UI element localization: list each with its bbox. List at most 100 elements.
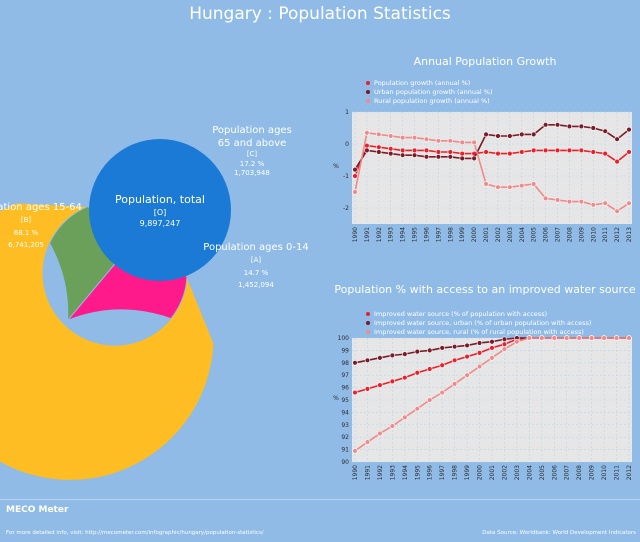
water-x-tick: 2005 <box>539 465 546 480</box>
growth-series-0-point <box>566 147 573 154</box>
growth-series-0-point <box>447 149 454 155</box>
growth-series-0-point <box>495 150 501 157</box>
growth-x-tick: 1994 <box>400 227 407 242</box>
growth-x-tick: 1998 <box>447 227 454 242</box>
water-series-2-point <box>576 335 582 341</box>
growth-series-0-point <box>388 146 394 152</box>
water-y-label: % <box>333 395 339 402</box>
water-y-tick: 94 <box>341 409 349 416</box>
growth-x-tick: 2002 <box>495 227 502 242</box>
growth-x-tick: 1997 <box>435 227 442 242</box>
water-x-tick: 1996 <box>427 465 434 480</box>
water-legend-label-0: Improved water source (% of population w… <box>374 310 547 318</box>
growth-x-tick: 1990 <box>352 227 359 242</box>
water-series-0-point <box>377 382 383 388</box>
growth-plot-area <box>352 112 632 224</box>
water-x-tick: 2006 <box>551 465 558 480</box>
growth-series-2-point <box>471 139 477 146</box>
water-series-1-point <box>414 348 420 355</box>
growth-series-1-point <box>364 147 370 154</box>
growth-x-tick: 2011 <box>602 227 609 242</box>
water-y-tick: 99 <box>341 347 349 354</box>
water-series-2-point <box>564 335 570 341</box>
growth-y-label: % <box>333 163 339 170</box>
growth-x-tick: 1992 <box>376 227 383 242</box>
growth-series-1-point <box>590 125 596 131</box>
population-donut-chart: Population, total [O] 9,897,247 Population … <box>0 125 309 481</box>
growth-series-2-point <box>590 202 596 208</box>
water-x-tick: 2000 <box>477 465 484 480</box>
water-x-tick: 2008 <box>576 465 583 480</box>
water-x-tick: 1999 <box>464 465 471 480</box>
water-series-2-point <box>489 355 495 361</box>
growth-series-2-point <box>495 184 501 190</box>
footer-divider <box>0 499 640 500</box>
growth-y-tick: 0 <box>345 141 349 148</box>
water-x-tick: 1994 <box>402 465 409 480</box>
water-series-0-point <box>476 350 483 356</box>
growth-series-2-point <box>554 197 561 203</box>
growth-series-2-point <box>435 138 442 144</box>
water-series-1-point <box>489 339 495 345</box>
growth-series-1-point <box>376 149 382 155</box>
water-series-1-point <box>451 343 458 350</box>
water-series-2-point <box>389 423 396 429</box>
water-x-tick: 2012 <box>626 465 633 480</box>
growth-series-2-point <box>519 182 525 189</box>
slice-65-label-line1: Population ages <box>212 125 292 136</box>
growth-series-2-point <box>578 198 585 205</box>
water-x-tick: 2004 <box>526 465 533 480</box>
water-series-2-point <box>551 335 557 341</box>
water-series-1-point <box>427 347 433 354</box>
slice-0-14-code: [A] <box>251 256 262 264</box>
growth-series-0-point <box>626 149 632 155</box>
water-legend-marker-1 <box>366 321 370 325</box>
water-series-1-point <box>476 340 483 346</box>
growth-series-2-point <box>388 133 394 139</box>
water-series-2-point <box>526 335 533 341</box>
growth-x-tick: 1991 <box>364 227 371 242</box>
water-series-2-point <box>352 448 358 454</box>
growth-series-2-point <box>447 138 454 144</box>
water-series-2-point <box>601 335 607 341</box>
donut-center-disc <box>89 139 231 281</box>
water-title: Population % with access to an improved … <box>334 283 636 296</box>
growth-x-tick: 1995 <box>412 227 419 242</box>
growth-series-2-point <box>507 184 513 190</box>
growth-series-2-point <box>352 189 358 195</box>
growth-title: Annual Population Growth <box>414 55 557 68</box>
growth-series-0-point <box>542 147 549 154</box>
water-series-0-point <box>364 386 371 392</box>
growth-series-0-point <box>554 147 561 154</box>
growth-series-0-point <box>519 149 525 155</box>
slice-15-64-code: [B] <box>21 216 32 224</box>
growth-series-1-point <box>542 122 549 128</box>
slice-65-label-line2: 65 and above <box>218 138 287 149</box>
water-series-1-point <box>377 355 383 361</box>
water-x-tick: 1997 <box>439 465 446 480</box>
growth-series-1-point <box>554 122 561 128</box>
growth-x-tick: 2003 <box>507 227 514 242</box>
water-legend-label-1: Improved water source, urban (% of urban… <box>374 319 591 327</box>
growth-series-2-point <box>602 200 608 206</box>
water-y-tick: 96 <box>341 385 349 392</box>
water-series-1-point <box>501 336 508 342</box>
slice-15-64-label: Population ages 15-64 <box>0 202 82 213</box>
water-series-2-point <box>439 389 445 396</box>
water-series-0-point <box>439 362 445 368</box>
growth-x-tick: 2010 <box>590 227 597 242</box>
growth-series-0-point <box>507 150 513 157</box>
water-x-tick: 2001 <box>489 465 496 480</box>
growth-series-1-point <box>626 126 632 133</box>
growth-series-1-point <box>507 133 513 139</box>
footer-source-link[interactable]: For more detailed info, visit: http://me… <box>6 530 264 536</box>
water-legend-marker-0 <box>366 312 370 316</box>
annual-population-growth-chart: Annual Population Growth Population growt… <box>333 55 633 242</box>
page-title: Hungary : Population Statistics <box>189 4 451 24</box>
water-x-tick: 1995 <box>414 465 421 480</box>
growth-series-2-point <box>483 181 489 187</box>
water-series-0-point <box>402 374 408 381</box>
water-y-tick: 93 <box>341 422 349 429</box>
growth-legend-marker-2 <box>366 99 370 103</box>
center-value: 9,897,247 <box>140 219 181 228</box>
